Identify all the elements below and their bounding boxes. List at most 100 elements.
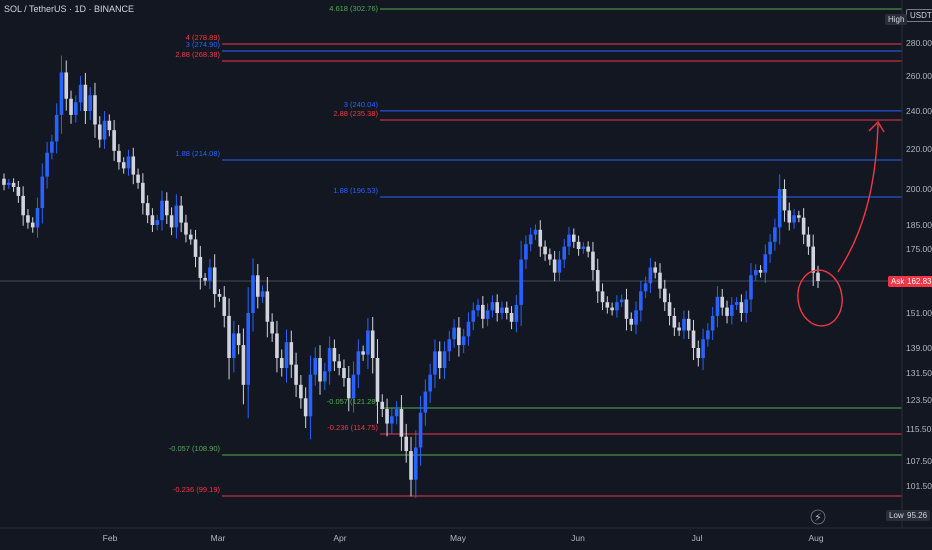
candle-body <box>6 182 11 185</box>
candle-body <box>394 409 399 417</box>
annotation-arrow <box>837 123 879 273</box>
x-tick-label: Jul <box>692 533 703 543</box>
candle-body <box>763 254 768 273</box>
candle-body <box>265 291 270 322</box>
y-tick-label: 240.00 <box>906 106 932 116</box>
candle-body <box>672 315 677 328</box>
lightning-icon-ring <box>810 509 826 525</box>
candle-body <box>552 259 557 273</box>
candle-body <box>720 296 725 308</box>
y-tick-label: 101.50 <box>906 481 932 491</box>
candle-body <box>40 176 45 209</box>
currency-badge[interactable]: USDT <box>906 9 932 22</box>
candle-body <box>466 321 471 337</box>
candle-body <box>35 208 40 228</box>
candle-body <box>251 275 255 313</box>
fib-level-label: 3 (240.04) <box>344 100 379 109</box>
candle-body <box>500 307 504 313</box>
y-tick-label: 131.50 <box>906 368 932 378</box>
candle-body <box>69 98 73 115</box>
candle-body <box>773 227 777 242</box>
fib-levels: 4.618 (302.76)4 (278.89)3 (274.90)2.88 (… <box>0 4 902 497</box>
candle-body <box>155 220 160 225</box>
candle-body <box>45 152 49 177</box>
low-badge: Low <box>886 510 907 521</box>
candle-body <box>107 120 112 131</box>
candle-body <box>351 374 356 399</box>
y-tick-label: 185.00 <box>906 220 932 230</box>
candle-body <box>586 246 590 252</box>
y-tick-label: 123.50 <box>906 395 932 405</box>
candle-body <box>677 327 681 331</box>
candle-body <box>624 299 629 319</box>
last-price-badge: 162.83 <box>904 276 932 287</box>
candle-body <box>739 302 744 313</box>
candle-body <box>533 229 538 235</box>
fib-level-label: 2.88 (235.38) <box>333 109 378 118</box>
candle-body <box>270 321 274 334</box>
candle-body <box>217 294 222 297</box>
candle-body <box>289 342 294 365</box>
candle-body <box>74 102 78 115</box>
candle-body <box>701 339 705 358</box>
x-tick-label: Aug <box>808 533 823 543</box>
candle-body <box>461 336 466 346</box>
candle-body <box>208 267 212 281</box>
candle-body <box>184 222 188 235</box>
candle-body <box>595 270 600 292</box>
candle-body <box>121 162 126 169</box>
candle-body <box>691 330 696 348</box>
candle-body <box>303 398 308 417</box>
candle-body <box>102 120 107 140</box>
candle-body <box>222 296 227 316</box>
candle-body <box>64 72 69 99</box>
candle-body <box>476 304 480 311</box>
y-tick-label: 139.00 <box>906 343 932 353</box>
candle-body <box>433 351 437 375</box>
candle-body <box>165 200 169 216</box>
y-tick-label: 220.00 <box>906 144 932 154</box>
candle-body <box>203 277 207 281</box>
fib-level-label: 1.88 (214.08) <box>175 149 220 158</box>
candle-body <box>777 189 782 228</box>
candle-body <box>437 351 442 368</box>
candle-body <box>318 358 322 382</box>
candle-body <box>667 302 672 316</box>
candle-body <box>275 333 279 358</box>
candle-body <box>806 234 811 247</box>
candle-body <box>648 267 653 284</box>
candle-body <box>725 307 729 316</box>
candle-body <box>591 251 595 271</box>
lightning-icon[interactable]: ⚡ <box>814 511 822 524</box>
y-tick-label: 280.00 <box>906 38 932 48</box>
candle-body <box>528 234 533 245</box>
candle-body <box>782 189 787 211</box>
x-tick-label: Jun <box>571 533 585 543</box>
candle-body <box>509 313 514 322</box>
fib-level-label: 3 (274.90) <box>186 40 221 49</box>
candle-body <box>572 234 576 242</box>
ask-badge: Ask <box>888 276 908 287</box>
candle-body <box>643 283 648 292</box>
candle-body <box>749 275 753 300</box>
candle-body <box>418 412 423 448</box>
candle-body <box>30 222 35 228</box>
candle-body <box>629 318 634 325</box>
symbol-header[interactable]: SOL / TetherUS · 1D · BINANCE <box>4 4 135 14</box>
candle-body <box>811 246 816 273</box>
candle-body <box>639 291 643 311</box>
fib-level-label: 4.618 (302.76) <box>329 4 378 13</box>
candle-body <box>730 304 734 316</box>
candle-body <box>797 215 801 218</box>
candle-body <box>696 348 701 358</box>
candle-body <box>54 114 59 142</box>
candle-body <box>715 296 720 316</box>
candle-body <box>390 416 394 424</box>
candle-body <box>519 259 523 305</box>
candle-body <box>2 178 6 185</box>
candle-body <box>370 330 375 358</box>
candle-body <box>97 124 102 140</box>
candle-body <box>605 302 610 308</box>
candle-body <box>447 339 452 352</box>
